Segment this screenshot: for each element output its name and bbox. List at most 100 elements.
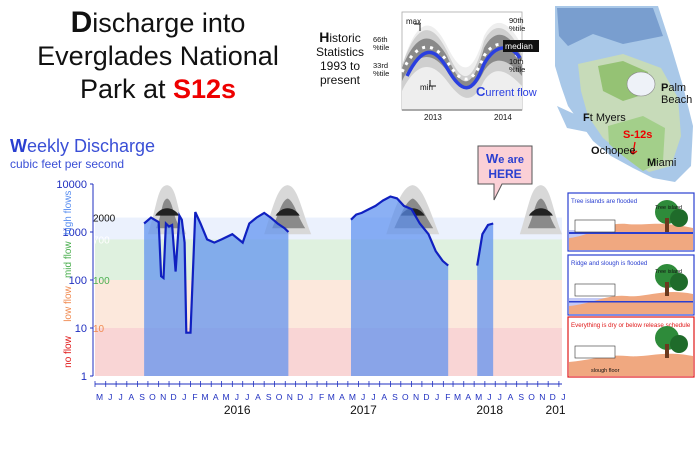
svg-text:slough floor: slough floor <box>591 368 620 374</box>
svg-text:Tree island: Tree island <box>655 269 682 275</box>
x-month-label-17: O <box>276 392 283 402</box>
band-label-0: high flows <box>63 191 74 235</box>
x-month-label-30: N <box>413 392 419 402</box>
x-month-label-19: D <box>297 392 303 402</box>
svg-text:Beach: Beach <box>661 94 692 106</box>
svg-text:min: min <box>420 83 433 92</box>
band-label-1: mid flow <box>63 241 74 278</box>
florida-map: Palm Beach Ft Myers S-12s Ochopee Miami <box>553 6 698 186</box>
current-flow-line-2 <box>476 222 494 266</box>
svg-text:We are: We are <box>486 151 524 166</box>
current-flow-area-1 <box>350 196 449 376</box>
svg-text:33rd: 33rd <box>373 61 388 70</box>
panel-mid: Ridge and slough is flooded Tree island <box>567 254 695 316</box>
svg-text:Miami: Miami <box>647 157 676 169</box>
svg-text:Current flow: Current flow <box>476 84 537 99</box>
x-month-label-10: M <box>201 392 208 402</box>
threshold-label-1: 700 <box>93 235 110 246</box>
x-month-label-14: J <box>245 392 249 402</box>
x-month-label-6: N <box>160 392 166 402</box>
threshold-label-3: 10 <box>93 324 105 335</box>
svg-text:%tile: %tile <box>373 43 389 52</box>
y-tick-label-1: 1000 <box>63 227 87 239</box>
svg-text:median: median <box>505 41 533 51</box>
x-month-label-44: J <box>561 392 565 402</box>
percentile-legend: max min 66th %tile 33rd %tile 90th %tile… <box>373 11 539 122</box>
x-month-label-37: J <box>487 392 491 402</box>
y-tick-label-0: 10000 <box>56 179 87 191</box>
svg-text:Everything is dry or below rel: Everything is dry or below release sched… <box>571 322 691 329</box>
x-month-label-41: O <box>528 392 535 402</box>
x-month-label-34: M <box>454 392 461 402</box>
svg-text:2014: 2014 <box>494 113 512 122</box>
x-month-label-35: A <box>465 392 471 402</box>
x-month-label-36: M <box>475 392 482 402</box>
x-year-label-3: 2019 <box>546 403 566 417</box>
x-month-label-16: S <box>266 392 272 402</box>
band-label-2: low flow <box>63 285 74 321</box>
svg-text:Ochopee: Ochopee <box>591 145 636 157</box>
current-flow-area-2 <box>477 223 494 376</box>
chart-title: Weekly Discharge <box>10 136 156 156</box>
band-high-flow <box>95 217 562 240</box>
historic-statistics-label: Historic Statistics 1993 to present <box>315 29 364 87</box>
x-month-label-7: D <box>170 392 176 402</box>
x-month-label-24: M <box>349 392 356 402</box>
y-tick-label-3: 10 <box>75 323 87 335</box>
x-month-label-25: J <box>361 392 365 402</box>
svg-text:%tile: %tile <box>509 24 525 33</box>
x-month-label-23: A <box>339 392 345 402</box>
y-tick-label-4: 1 <box>81 371 87 383</box>
x-month-label-18: N <box>287 392 293 402</box>
x-month-label-12: M <box>223 392 230 402</box>
svg-text:S-12s: S-12s <box>623 129 652 141</box>
svg-text:%tile: %tile <box>509 65 525 74</box>
x-month-label-32: J <box>435 392 439 402</box>
svg-text:90th: 90th <box>509 16 524 25</box>
svg-text:HERE: HERE <box>488 167 521 181</box>
x-month-label-11: A <box>213 392 219 402</box>
x-month-label-3: A <box>128 392 134 402</box>
x-month-label-39: A <box>508 392 514 402</box>
svg-text:2013: 2013 <box>424 113 442 122</box>
x-month-label-9: F <box>192 392 197 402</box>
threshold-label-0: 2000 <box>93 214 116 225</box>
svg-text:10th: 10th <box>509 57 524 66</box>
historic-median-3 <box>528 208 553 216</box>
x-month-label-31: D <box>423 392 429 402</box>
svg-text:Ridge and slough is flooded: Ridge and slough is flooded <box>571 260 648 267</box>
svg-text:Palm: Palm <box>661 82 686 94</box>
svg-text:max: max <box>406 17 421 26</box>
station-name: S12s <box>173 74 237 104</box>
habitat-panels: Tree islands are flooded Tree island Rid… <box>567 192 695 378</box>
x-month-label-38: J <box>498 392 502 402</box>
x-month-label-43: D <box>550 392 556 402</box>
x-month-label-5: O <box>149 392 156 402</box>
band-label-3: no flow <box>63 335 74 367</box>
x-month-label-33: F <box>445 392 450 402</box>
svg-text:Tree islands are flooded: Tree islands are flooded <box>571 198 638 205</box>
x-month-label-2: J <box>118 392 122 402</box>
x-month-label-1: J <box>108 392 112 402</box>
x-month-label-29: O <box>402 392 409 402</box>
panel-high: Tree islands are flooded Tree island <box>567 192 695 252</box>
svg-text:Ft Myers: Ft Myers <box>583 112 626 124</box>
x-month-label-40: S <box>518 392 524 402</box>
x-year-label-0: 2016 <box>224 403 251 417</box>
x-month-label-20: J <box>309 392 313 402</box>
x-month-label-4: S <box>139 392 145 402</box>
x-month-label-13: J <box>235 392 239 402</box>
x-month-label-0: M <box>96 392 103 402</box>
panel-dry: Everything is dry or below release sched… <box>567 316 695 378</box>
x-month-label-15: A <box>255 392 261 402</box>
historic-median-0 <box>155 208 180 216</box>
x-month-label-28: S <box>392 392 398 402</box>
current-flow-line-1 <box>350 195 449 267</box>
x-month-label-22: M <box>328 392 335 402</box>
x-month-label-8: J <box>182 392 186 402</box>
x-month-label-26: J <box>371 392 375 402</box>
historic-median-1 <box>275 208 300 216</box>
we-are-here-callout: We are HERE <box>477 145 533 201</box>
page-title: Discharge into Everglades National Park … <box>37 6 279 104</box>
